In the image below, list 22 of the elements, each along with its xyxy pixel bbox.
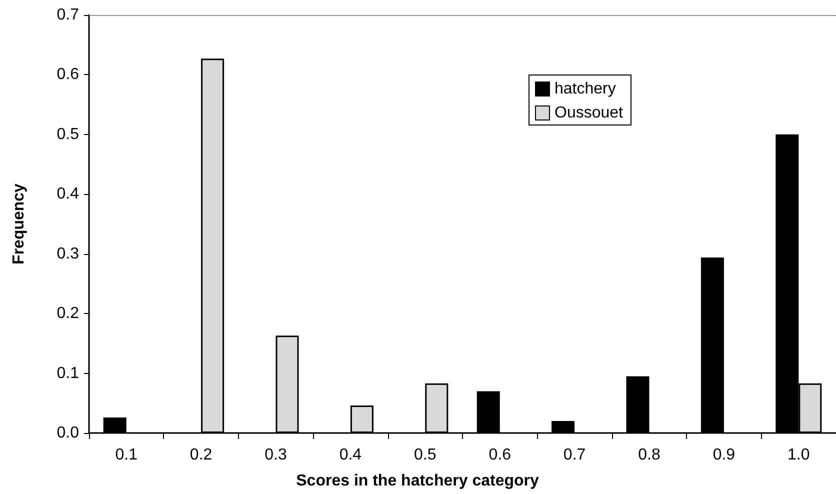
y-tick-label: 0.1 — [56, 364, 80, 382]
y-tick-label: 0.5 — [56, 126, 80, 143]
x-axis-title: Scores in the hatchery category — [296, 472, 539, 490]
y-tick-label: 0.7 — [56, 6, 80, 24]
x-tick-label: 0.8 — [638, 446, 660, 464]
y-tick-label: 0.3 — [56, 245, 80, 262]
legend-label: Oussouet — [554, 104, 624, 122]
x-tick-label: 0.7 — [563, 446, 586, 464]
x-tick-label: 0.9 — [712, 446, 736, 464]
y-tick-label: 0.0 — [56, 424, 80, 442]
x-tick-label: 0.3 — [264, 446, 287, 464]
x-tick-label: 0.5 — [414, 446, 436, 464]
x-tick-label: 1.0 — [788, 446, 810, 464]
x-tick-label: 0.2 — [190, 446, 212, 464]
x-tick-label: 0.4 — [339, 446, 362, 464]
y-axis-title: Frequency — [10, 183, 28, 264]
legend-label: hatchery — [554, 80, 616, 98]
x-tick-label: 0.6 — [488, 446, 512, 464]
y-tick-label: 0.6 — [56, 66, 80, 84]
y-tick-label: 0.2 — [56, 305, 80, 322]
y-tick-label: 0.4 — [56, 186, 80, 203]
x-tick-label: 0.1 — [115, 446, 138, 464]
